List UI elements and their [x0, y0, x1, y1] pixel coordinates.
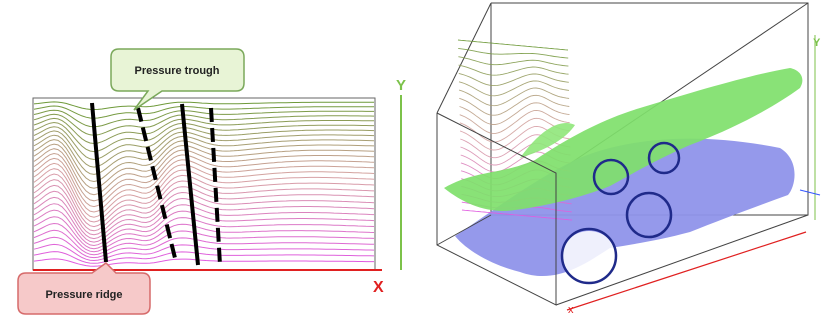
left-panel: Y X Pressure trough Pressure ridge	[17, 48, 406, 315]
left-contour-line	[33, 179, 375, 228]
box-edge-bl	[436, 214, 492, 246]
right-contour-line	[458, 64, 569, 76]
ridge-label: Pressure ridge	[45, 289, 122, 301]
ridge-callout-shape	[17, 262, 151, 315]
left-contour-line	[33, 203, 375, 243]
left-y-axis-label: Y	[396, 77, 406, 94]
left-contour-line	[33, 126, 375, 161]
ridge-callout: Pressure ridge	[17, 262, 151, 315]
right-panel: x Y	[436, 2, 821, 316]
feature-circle-1	[592, 158, 630, 196]
left-contour-line	[33, 216, 375, 250]
green-surface-fold	[520, 123, 575, 158]
ridge-line-2	[180, 103, 200, 266]
trough-label: Pressure trough	[135, 65, 220, 77]
left-contour-line	[33, 251, 375, 264]
left-contour-line	[33, 157, 375, 208]
right-contour-line	[458, 56, 569, 67]
left-contour-line	[33, 130, 375, 168]
left-contour-line	[33, 209, 375, 247]
left-contour-line	[33, 162, 375, 213]
green-surface	[444, 68, 803, 211]
right-contour-line	[459, 109, 570, 134]
left-contour-line	[33, 222, 375, 253]
feature-circle-4	[560, 227, 618, 285]
left-contour-line	[33, 121, 374, 153]
blue-surface	[455, 138, 795, 277]
left-contour-line	[33, 113, 375, 136]
right-contour-line	[458, 80, 570, 97]
right-y-axis-label: Y	[813, 37, 821, 49]
left-contour-line	[33, 236, 375, 259]
left-contour-line	[33, 168, 375, 218]
trough-callout-shape	[110, 48, 245, 111]
left-contour-line	[33, 143, 375, 189]
left-contour-line	[33, 258, 374, 267]
box-edge-br	[555, 214, 809, 306]
feature-circle-2	[647, 141, 681, 175]
right-contour-line	[459, 94, 570, 116]
left-x-axis-label: X	[373, 279, 384, 296]
right-x-axis	[566, 231, 807, 311]
ridge-line-1	[90, 102, 108, 263]
left-contour-line	[33, 152, 375, 202]
left-contour-line	[33, 229, 375, 256]
right-contour-line	[458, 72, 569, 87]
left-contour-line	[33, 109, 374, 128]
left-contour-line	[33, 184, 375, 232]
right-contour-line	[458, 47, 569, 59]
feature-hole	[562, 231, 616, 281]
left-contour-line	[33, 173, 375, 223]
feature-circle-3	[625, 191, 673, 239]
trough-line-2	[209, 107, 222, 266]
left-contour-line	[33, 139, 375, 183]
right-contour-line	[458, 87, 570, 107]
left-contour-line	[33, 134, 375, 175]
right-contour-line	[461, 209, 573, 221]
right-x-axis-label: x	[568, 304, 574, 316]
right-contour-line	[459, 102, 570, 125]
left-contour-lines	[33, 101, 375, 267]
right-z-axis	[799, 189, 821, 196]
left-contour-line	[33, 190, 375, 236]
left-contour-line	[33, 105, 374, 119]
right-contour-line	[457, 39, 569, 51]
left-contour-line	[33, 117, 374, 145]
trough-callout: Pressure trough	[110, 48, 245, 111]
left-contour-line	[33, 243, 375, 262]
left-contour-line	[33, 196, 375, 240]
trough-line-1	[136, 107, 177, 259]
left-contour-line	[33, 148, 375, 196]
